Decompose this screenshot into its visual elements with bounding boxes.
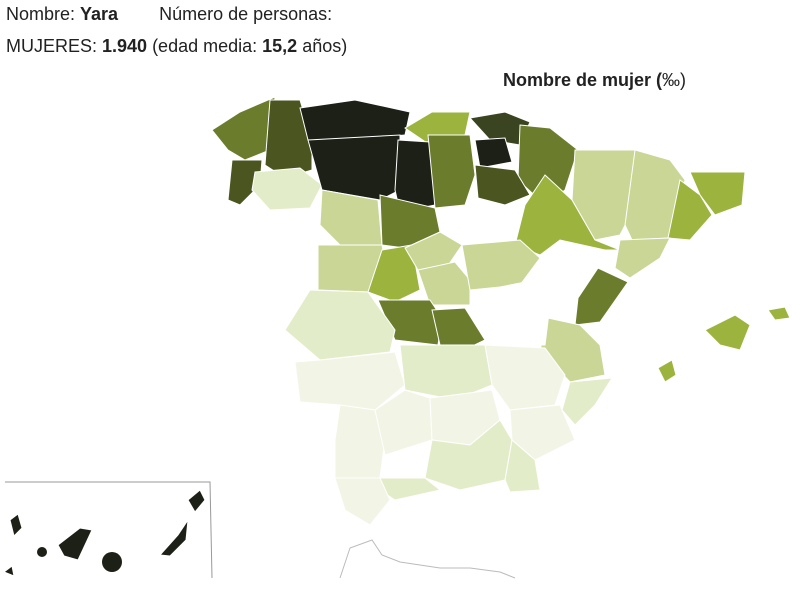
women-count: 1.940 [102, 36, 148, 56]
women-label: MUJERES: [6, 36, 103, 56]
province [514, 174, 621, 256]
island [158, 519, 189, 557]
island [767, 306, 791, 321]
province [509, 404, 576, 461]
age-label: (edad media: [147, 36, 263, 56]
province [427, 134, 476, 209]
island [57, 527, 93, 561]
province [299, 99, 411, 141]
name-label: Nombre: [6, 4, 81, 24]
province [561, 377, 613, 426]
age: 15,2 [262, 36, 298, 56]
province [461, 239, 541, 291]
map-title-end: ) [680, 70, 687, 90]
province [417, 261, 471, 306]
island [187, 489, 206, 513]
province [334, 477, 391, 526]
province [689, 171, 746, 216]
canary-islands [2, 489, 206, 577]
province [251, 167, 323, 211]
name: Yara [80, 4, 119, 24]
island [9, 513, 23, 537]
province [264, 99, 313, 179]
age-unit: años) [297, 36, 348, 56]
province [464, 204, 523, 241]
island [37, 547, 47, 557]
island [2, 565, 15, 577]
province [289, 401, 341, 471]
province [667, 179, 713, 241]
province [614, 237, 671, 279]
province [574, 267, 629, 326]
province [227, 159, 263, 206]
island [657, 359, 677, 383]
island [102, 552, 122, 572]
name-line: Nombre: Yara Número de personas: [6, 4, 332, 25]
map-title: Nombre de mujer (‰) [503, 70, 686, 91]
provinces [211, 96, 791, 526]
province [474, 281, 551, 346]
province [367, 244, 421, 303]
province [504, 439, 541, 493]
count-label: Número de personas: [159, 4, 333, 24]
island [704, 314, 751, 351]
map-unit: ‰ [662, 70, 681, 90]
province [474, 164, 531, 206]
canarias-frame [5, 481, 213, 579]
province [307, 134, 401, 201]
map-title-text: Nombre de mujer ( [503, 70, 663, 90]
women-line: MUJERES: 1.940 (edad media: 15,2 años) [6, 36, 347, 57]
province [211, 96, 276, 161]
province [404, 231, 463, 271]
africa-coast [339, 539, 516, 579]
province [474, 137, 513, 169]
